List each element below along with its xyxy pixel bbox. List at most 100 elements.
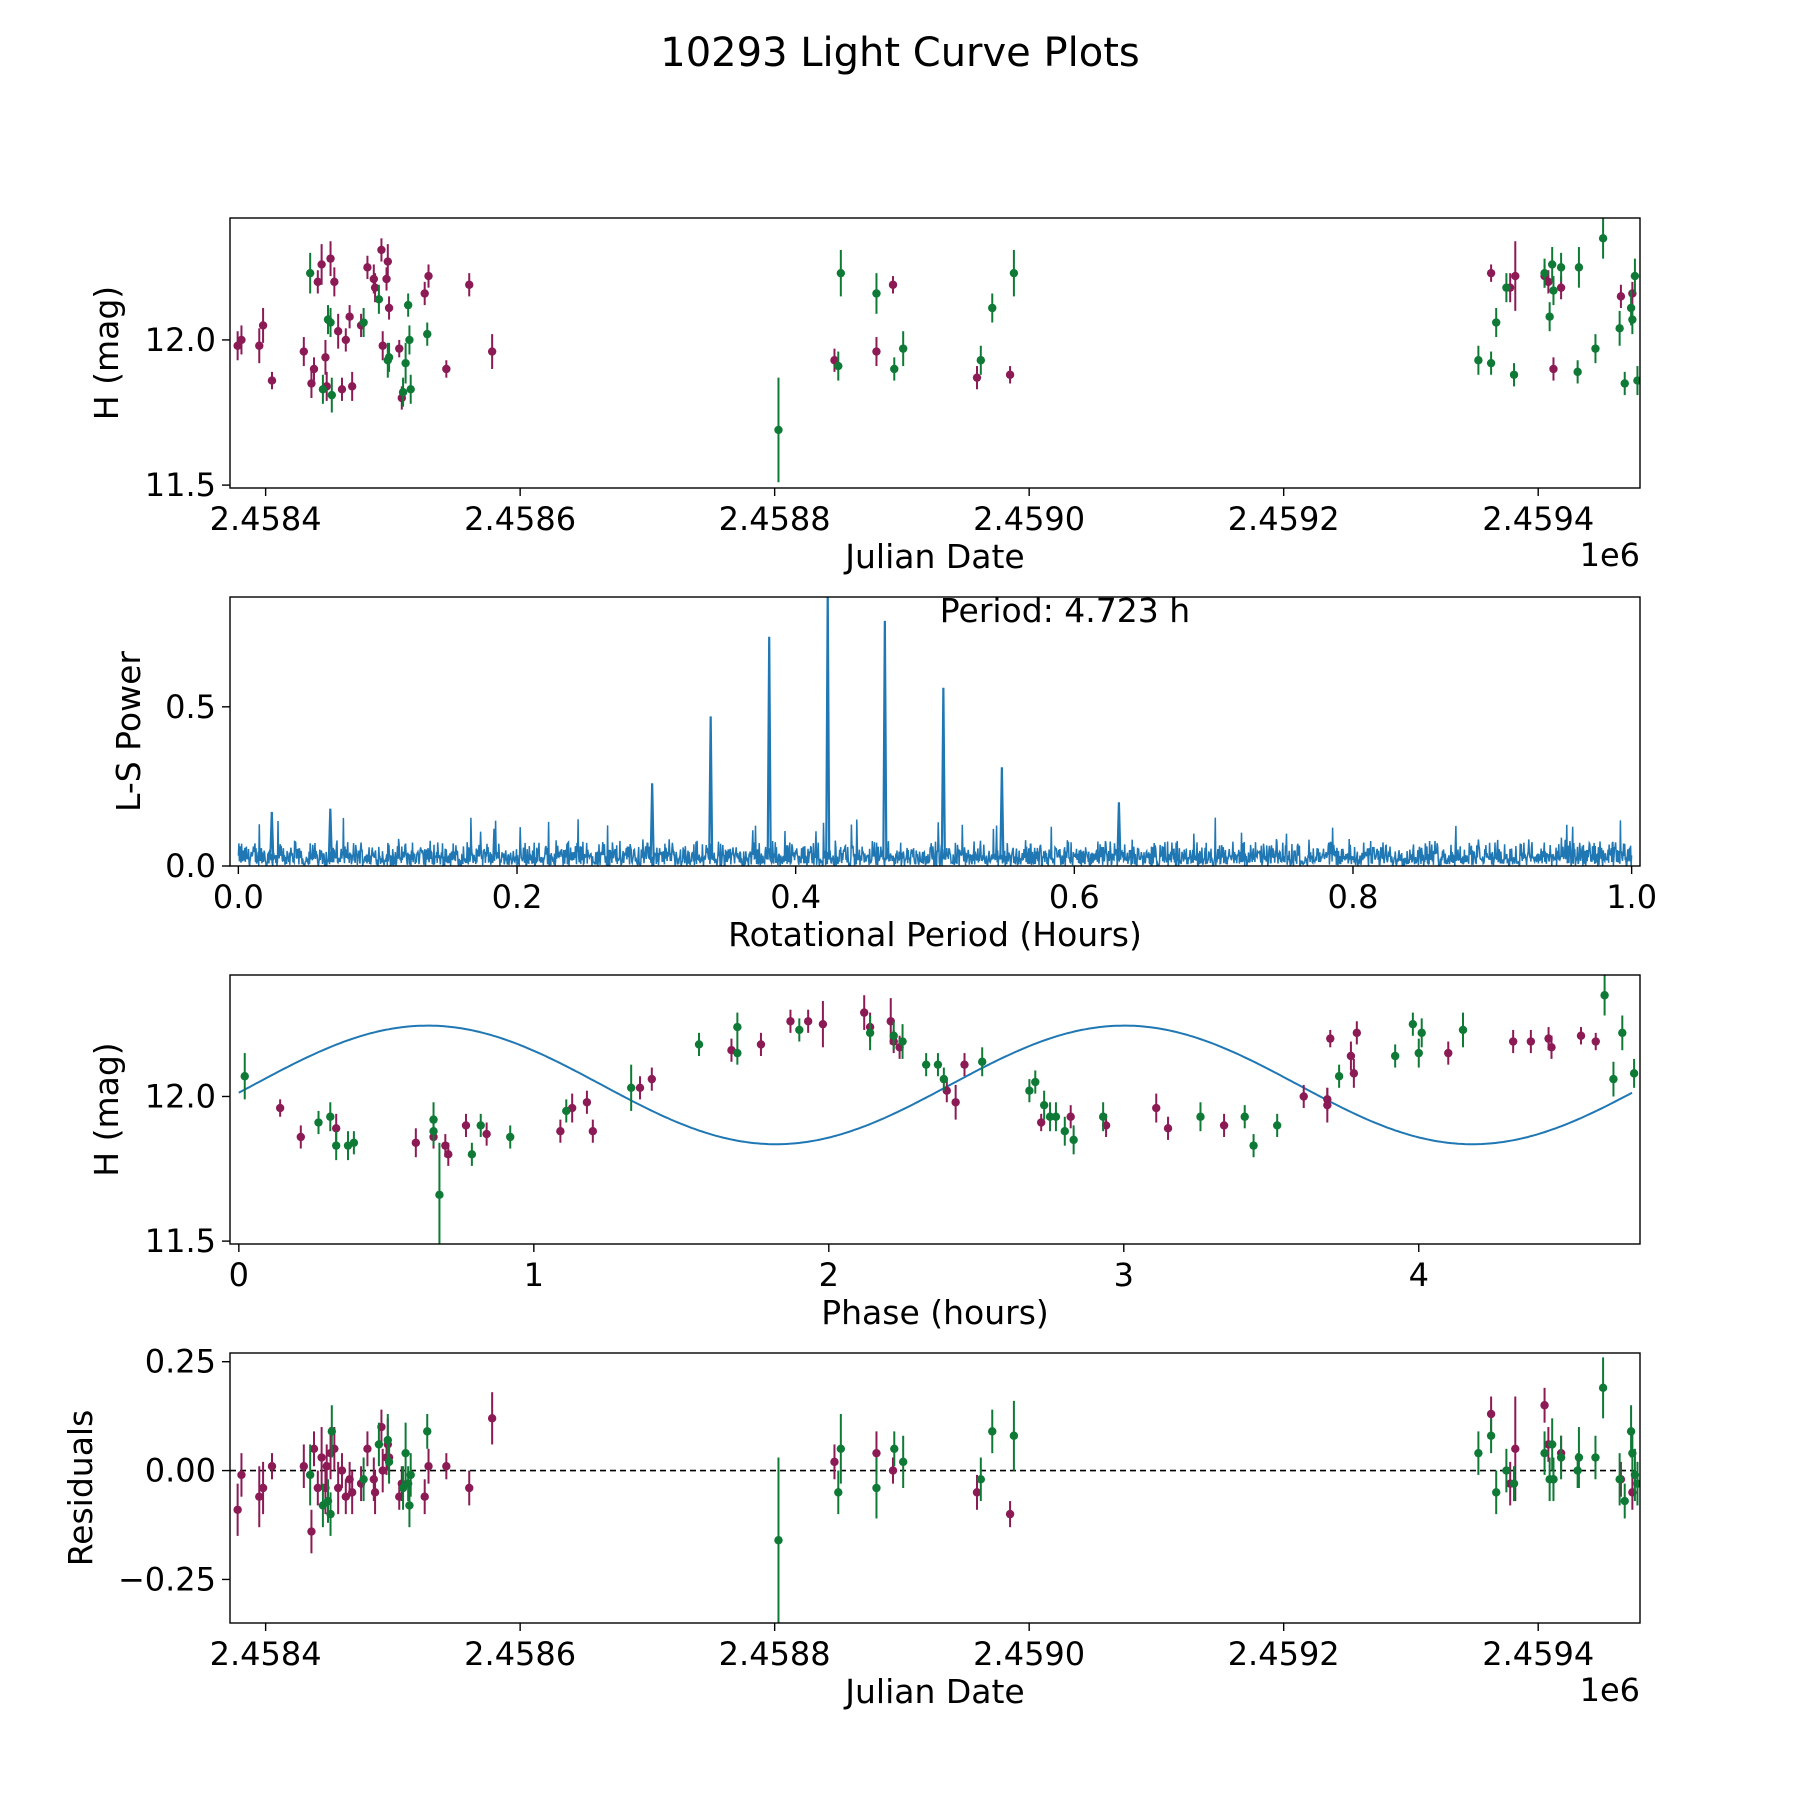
- data-point: [1009, 268, 1019, 278]
- data-point: [1249, 1141, 1258, 1150]
- data-point: [1045, 1112, 1055, 1121]
- y-tick-label: 0.5: [165, 688, 216, 726]
- data-point: [1633, 1479, 1640, 1488]
- data-point: [1630, 271, 1640, 281]
- periodogram-peak: [825, 597, 831, 860]
- data-point: [423, 329, 432, 339]
- data-point: [359, 1475, 368, 1484]
- data-point: [1326, 1034, 1335, 1043]
- data-point: [374, 295, 384, 304]
- data-point: [1240, 1112, 1249, 1121]
- data-point: [898, 344, 908, 353]
- data-point: [377, 245, 386, 255]
- data-point: [1547, 1043, 1556, 1052]
- data-point: [1486, 268, 1496, 278]
- x-tick-label: 2.4590: [973, 1635, 1085, 1673]
- data-point: [951, 1098, 960, 1107]
- axes-frame: [229, 596, 1641, 867]
- data-point: [359, 318, 368, 327]
- data-point: [429, 1115, 438, 1124]
- data-point: [1576, 1031, 1586, 1040]
- y-tick-label: 12.0: [145, 321, 216, 359]
- data-point: [331, 1124, 341, 1133]
- data-point: [972, 1488, 982, 1497]
- data-point: [1390, 1051, 1400, 1061]
- data-point: [411, 1138, 421, 1147]
- figure-title: 10293 Light Curve Plots: [660, 30, 1139, 76]
- data-point: [872, 1483, 881, 1493]
- y-tick-label: 0.00: [145, 1452, 216, 1490]
- data-point: [1272, 1121, 1282, 1130]
- plot-area: [230, 1357, 1640, 1623]
- x-axis-label: Phase (hours): [821, 1293, 1049, 1332]
- periodogram-peak: [882, 620, 888, 860]
- data-point: [1620, 379, 1629, 388]
- residuals-panel: 2.4584 2.4586 2.4588 2.4590 2.4592 2.4594 −0.2…: [61, 1343, 1641, 1711]
- data-point: [482, 1129, 491, 1139]
- data-point: [1547, 1440, 1557, 1449]
- data-point: [435, 1190, 444, 1200]
- data-point: [233, 1505, 242, 1514]
- data-point: [349, 1138, 359, 1147]
- data-point: [976, 1475, 986, 1484]
- data-point: [313, 1483, 323, 1493]
- data-point: [1540, 1448, 1549, 1458]
- x-tick-label: 2.4584: [210, 1635, 322, 1673]
- data-point: [326, 1112, 335, 1121]
- periodogram-noise-line: [237, 817, 1633, 866]
- data-point: [318, 385, 328, 394]
- data-point: [444, 1150, 453, 1159]
- data-point: [341, 1492, 351, 1501]
- data-point: [976, 356, 986, 365]
- data-point: [888, 280, 898, 289]
- periodogram-peak: [708, 716, 714, 860]
- data-point: [1060, 1126, 1069, 1136]
- x-offset-label: 1e6: [1580, 1671, 1640, 1709]
- periodogram-peak: [1116, 802, 1122, 860]
- y-tick-label: 11.5: [145, 466, 216, 504]
- data-point: [296, 1132, 305, 1142]
- data-point: [888, 1466, 898, 1475]
- data-point: [872, 1448, 881, 1458]
- data-point: [1573, 1466, 1582, 1475]
- data-point: [370, 283, 380, 292]
- data-point: [307, 379, 316, 388]
- x-tick-label: 1: [524, 1256, 544, 1294]
- data-point: [1152, 1103, 1161, 1113]
- x-axis-label: Julian Date: [843, 537, 1025, 576]
- data-point: [988, 303, 997, 313]
- data-point: [939, 1074, 949, 1084]
- data-point: [1598, 1383, 1608, 1393]
- data-point: [405, 1501, 414, 1510]
- data-point: [1031, 1077, 1040, 1087]
- data-point: [860, 1008, 869, 1017]
- data-point: [1486, 1431, 1496, 1440]
- data-point: [890, 1444, 899, 1454]
- data-point: [1039, 1100, 1049, 1110]
- data-point: [255, 341, 264, 350]
- data-point: [1486, 1409, 1496, 1419]
- data-point: [267, 1462, 277, 1471]
- data-point: [309, 1444, 319, 1454]
- x-tick-label: 0.6: [1049, 878, 1100, 916]
- data-point: [423, 1427, 432, 1436]
- data-point: [321, 353, 330, 362]
- x-tick-label: 3: [1114, 1256, 1134, 1294]
- data-point: [977, 1057, 987, 1066]
- data-point: [314, 1118, 323, 1127]
- x-tick-label: 0.0: [213, 878, 264, 916]
- x-tick-label: 2.4594: [1482, 1635, 1594, 1673]
- data-point: [383, 1435, 392, 1445]
- data-point: [1163, 1124, 1173, 1133]
- data-point: [1509, 1479, 1519, 1488]
- data-point: [363, 263, 372, 272]
- data-point: [1509, 370, 1519, 379]
- data-point: [830, 1457, 839, 1467]
- y-axis-label: H (mag): [87, 1042, 126, 1176]
- data-point: [406, 385, 415, 394]
- data-point: [1574, 1453, 1584, 1462]
- data-point: [1444, 1048, 1453, 1058]
- data-point: [331, 1141, 341, 1150]
- data-point: [1628, 1448, 1637, 1458]
- data-point: [317, 1453, 326, 1462]
